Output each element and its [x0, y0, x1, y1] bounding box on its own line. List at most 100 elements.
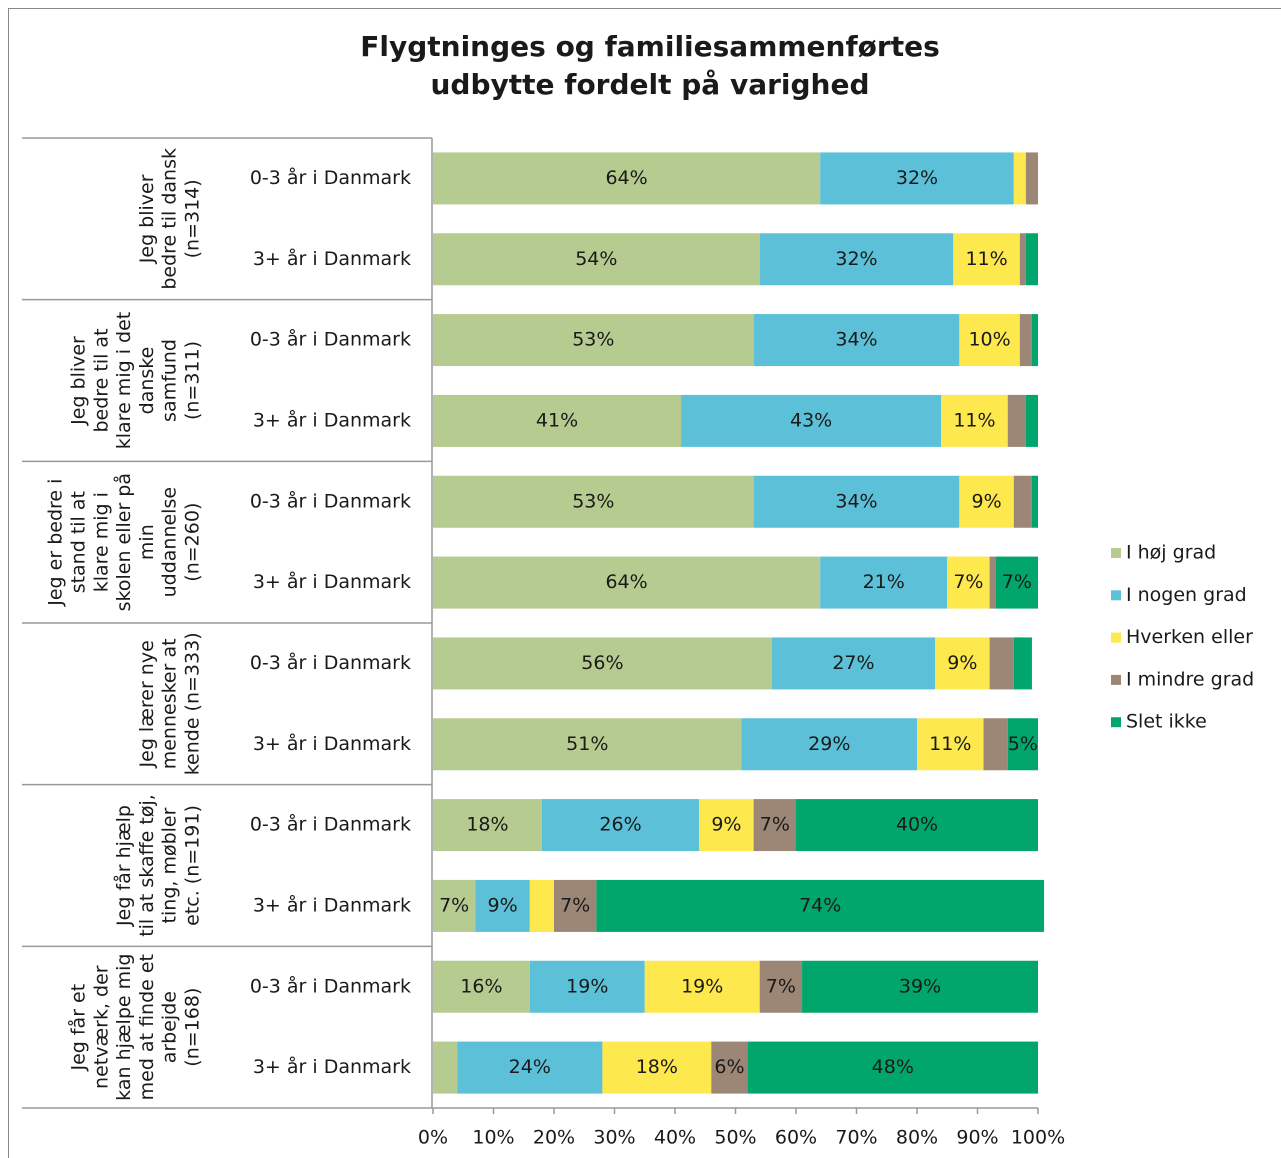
data-label: 11% — [965, 248, 1007, 270]
bar-segment — [947, 556, 990, 609]
bar-segment — [759, 233, 954, 286]
x-tick-label: 90% — [956, 1127, 998, 1149]
group-label: Jeg får et — [67, 984, 90, 1072]
bar-segment — [989, 556, 996, 609]
data-label: 11% — [953, 409, 995, 431]
bar-segment — [433, 960, 530, 1013]
bar-segment — [917, 718, 984, 771]
bar-segment — [753, 314, 960, 367]
legend-swatch — [1111, 717, 1121, 728]
group-label: (n=311) — [182, 341, 204, 420]
category-label: 3+ år i Danmark — [253, 247, 411, 270]
bar-segment — [433, 879, 476, 932]
bar-segment — [541, 799, 700, 852]
bar-segment — [602, 1041, 712, 1094]
group-label: Jeg er bedre i — [45, 479, 67, 607]
data-label: 64% — [605, 571, 647, 593]
bar-segment — [1025, 152, 1038, 205]
bar-segment — [711, 1041, 748, 1094]
data-label: 26% — [599, 814, 641, 836]
category-label: 3+ år i Danmark — [253, 732, 411, 755]
group-label: samfund — [159, 339, 181, 422]
group-label: etc. (n=191) — [182, 805, 204, 926]
x-tick-label: 80% — [896, 1127, 938, 1149]
group-label: bedre til at — [90, 328, 112, 432]
data-label: 19% — [681, 975, 723, 997]
group-label: Jeg bliver — [136, 174, 158, 264]
group-label: klare mig i det — [113, 312, 135, 449]
group-label: med at finde et — [136, 954, 158, 1100]
group-label: uddannelse — [159, 487, 181, 597]
data-label: 9% — [947, 652, 977, 674]
bar-segment — [959, 475, 1014, 528]
data-label: 19% — [566, 975, 608, 997]
bar-segment — [681, 394, 942, 447]
bar-segment — [1013, 475, 1032, 528]
category-label: 3+ år i Danmark — [253, 1055, 411, 1078]
data-label: 56% — [581, 652, 623, 674]
category-label: 0-3 år i Danmark — [250, 489, 411, 512]
bar-segment — [1025, 394, 1038, 447]
group-label: (n=314) — [182, 179, 204, 258]
legend-label: I nogen grad — [1126, 584, 1247, 606]
legend-swatch — [1111, 548, 1121, 558]
group-label: skolen eller på — [112, 473, 135, 611]
legend-swatch — [1111, 632, 1121, 643]
data-label: 53% — [572, 329, 614, 351]
bar-segment — [753, 799, 796, 852]
group-label: kende (n=333) — [182, 632, 204, 775]
bar-segment — [475, 879, 530, 932]
group-label: Jeg bliver — [68, 336, 90, 426]
category-label: 3+ år i Danmark — [253, 893, 411, 916]
bar-segment — [820, 556, 948, 609]
data-label: 29% — [808, 733, 850, 755]
category-label: 3+ år i Danmark — [253, 408, 411, 431]
bar-segment — [820, 152, 1014, 205]
data-label: 18% — [636, 1056, 678, 1078]
category-label: 3+ år i Danmark — [253, 570, 411, 593]
data-label: 40% — [896, 814, 938, 836]
category-label: 0-3 år i Danmark — [250, 974, 411, 997]
bar-segment — [1007, 394, 1026, 447]
x-tick-label: 50% — [714, 1127, 756, 1149]
legend-label: I mindre grad — [1126, 668, 1254, 690]
x-tick-label: 30% — [593, 1127, 635, 1149]
data-label: 41% — [536, 409, 578, 431]
data-label: 54% — [575, 248, 617, 270]
x-tick-label: 20% — [533, 1127, 575, 1149]
legend-label: Slet ikke — [1126, 711, 1207, 733]
group-label: stand til at — [68, 491, 90, 593]
bar-segment — [1019, 314, 1032, 367]
legend-swatch — [1111, 674, 1121, 685]
data-label: 7% — [1002, 571, 1032, 593]
bar-segment — [529, 960, 645, 1013]
data-label: 34% — [835, 490, 877, 512]
bar-segment — [699, 799, 754, 852]
bar-segment — [796, 799, 1038, 852]
chart-frame — [8, 8, 1281, 1158]
group-label: danske — [136, 347, 158, 415]
data-label: 34% — [835, 329, 877, 351]
bar-segment — [802, 960, 1038, 1013]
bar-segment — [935, 637, 990, 690]
bar-segment — [433, 718, 742, 771]
data-label: 7% — [439, 894, 469, 916]
data-label: 16% — [460, 975, 502, 997]
data-label: 48% — [872, 1056, 914, 1078]
category-label: 0-3 år i Danmark — [250, 813, 411, 836]
data-label: 21% — [863, 571, 905, 593]
data-label: 39% — [899, 975, 941, 997]
bar-segment — [644, 960, 760, 1013]
bar-segment — [596, 879, 1045, 932]
bar-segment — [554, 879, 597, 932]
x-tick-label: 70% — [835, 1127, 877, 1149]
data-label: 64% — [605, 167, 647, 189]
data-label: 7% — [766, 975, 796, 997]
bar-segment — [995, 556, 1038, 609]
bar-segment — [1031, 314, 1038, 367]
bar-segment — [1025, 233, 1038, 286]
group-label: (n=260) — [182, 503, 204, 582]
group-label: netværk, der — [90, 965, 112, 1089]
data-label: 32% — [835, 248, 877, 270]
